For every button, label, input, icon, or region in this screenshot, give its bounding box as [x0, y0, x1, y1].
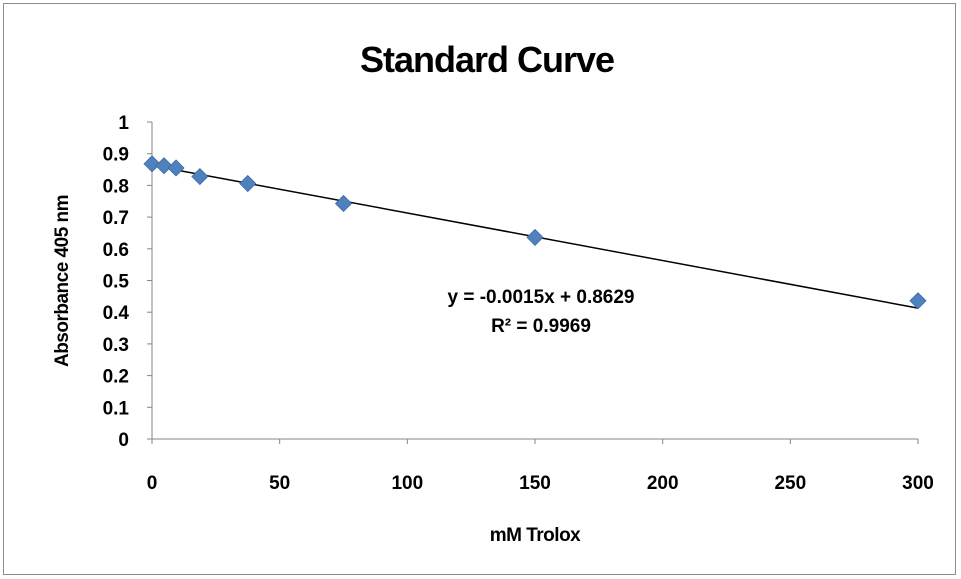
data-point [167, 159, 185, 177]
y-tick-label: 0.3 [103, 335, 129, 356]
data-point [909, 292, 927, 310]
data-points [143, 155, 927, 310]
x-tick-label: 150 [519, 473, 551, 494]
y-tick-label: 0.1 [103, 398, 130, 419]
x-tick-label: 0 [147, 473, 158, 494]
x-tick-label: 100 [391, 473, 423, 494]
y-tick-label: 0.6 [103, 240, 129, 261]
axes [147, 121, 919, 444]
data-point [191, 167, 209, 186]
y-tick-label: 0.2 [103, 367, 129, 388]
trendline-r-squared: R² = 0.9969 [491, 316, 591, 337]
x-tick-label: 50 [269, 473, 290, 494]
data-point [239, 174, 257, 193]
data-point [526, 228, 544, 246]
y-tick-label: 0.8 [103, 176, 129, 197]
y-tick-label: 0 [118, 430, 129, 451]
x-axis-label: mM Trolox [490, 525, 581, 546]
x-tick-labels: 0 50 100 150 200 250 300 [147, 473, 934, 494]
y-tick-labels: 0 0.1 0.2 0.3 0.4 0.5 0.6 0.7 0.8 0.9 1 [103, 113, 130, 451]
x-tick-label: 300 [902, 473, 934, 494]
y-tick-label: 0.5 [103, 272, 130, 293]
y-tick-label: 0.4 [103, 303, 130, 324]
chart-frame [3, 3, 956, 575]
y-tick-label: 0.7 [103, 208, 129, 229]
y-axis-label: Absorbance 405 nm [52, 195, 73, 367]
y-tick-label: 1 [118, 113, 129, 134]
x-tick-label: 200 [647, 473, 679, 494]
chart-title: Standard Curve [360, 39, 614, 80]
data-point [155, 157, 173, 175]
trendline-equation: y = -0.0015x + 0.8629 [448, 287, 635, 308]
y-tick-label: 0.9 [103, 145, 129, 166]
x-tick-label: 250 [774, 473, 806, 494]
data-point [334, 194, 353, 213]
data-point [143, 155, 161, 173]
